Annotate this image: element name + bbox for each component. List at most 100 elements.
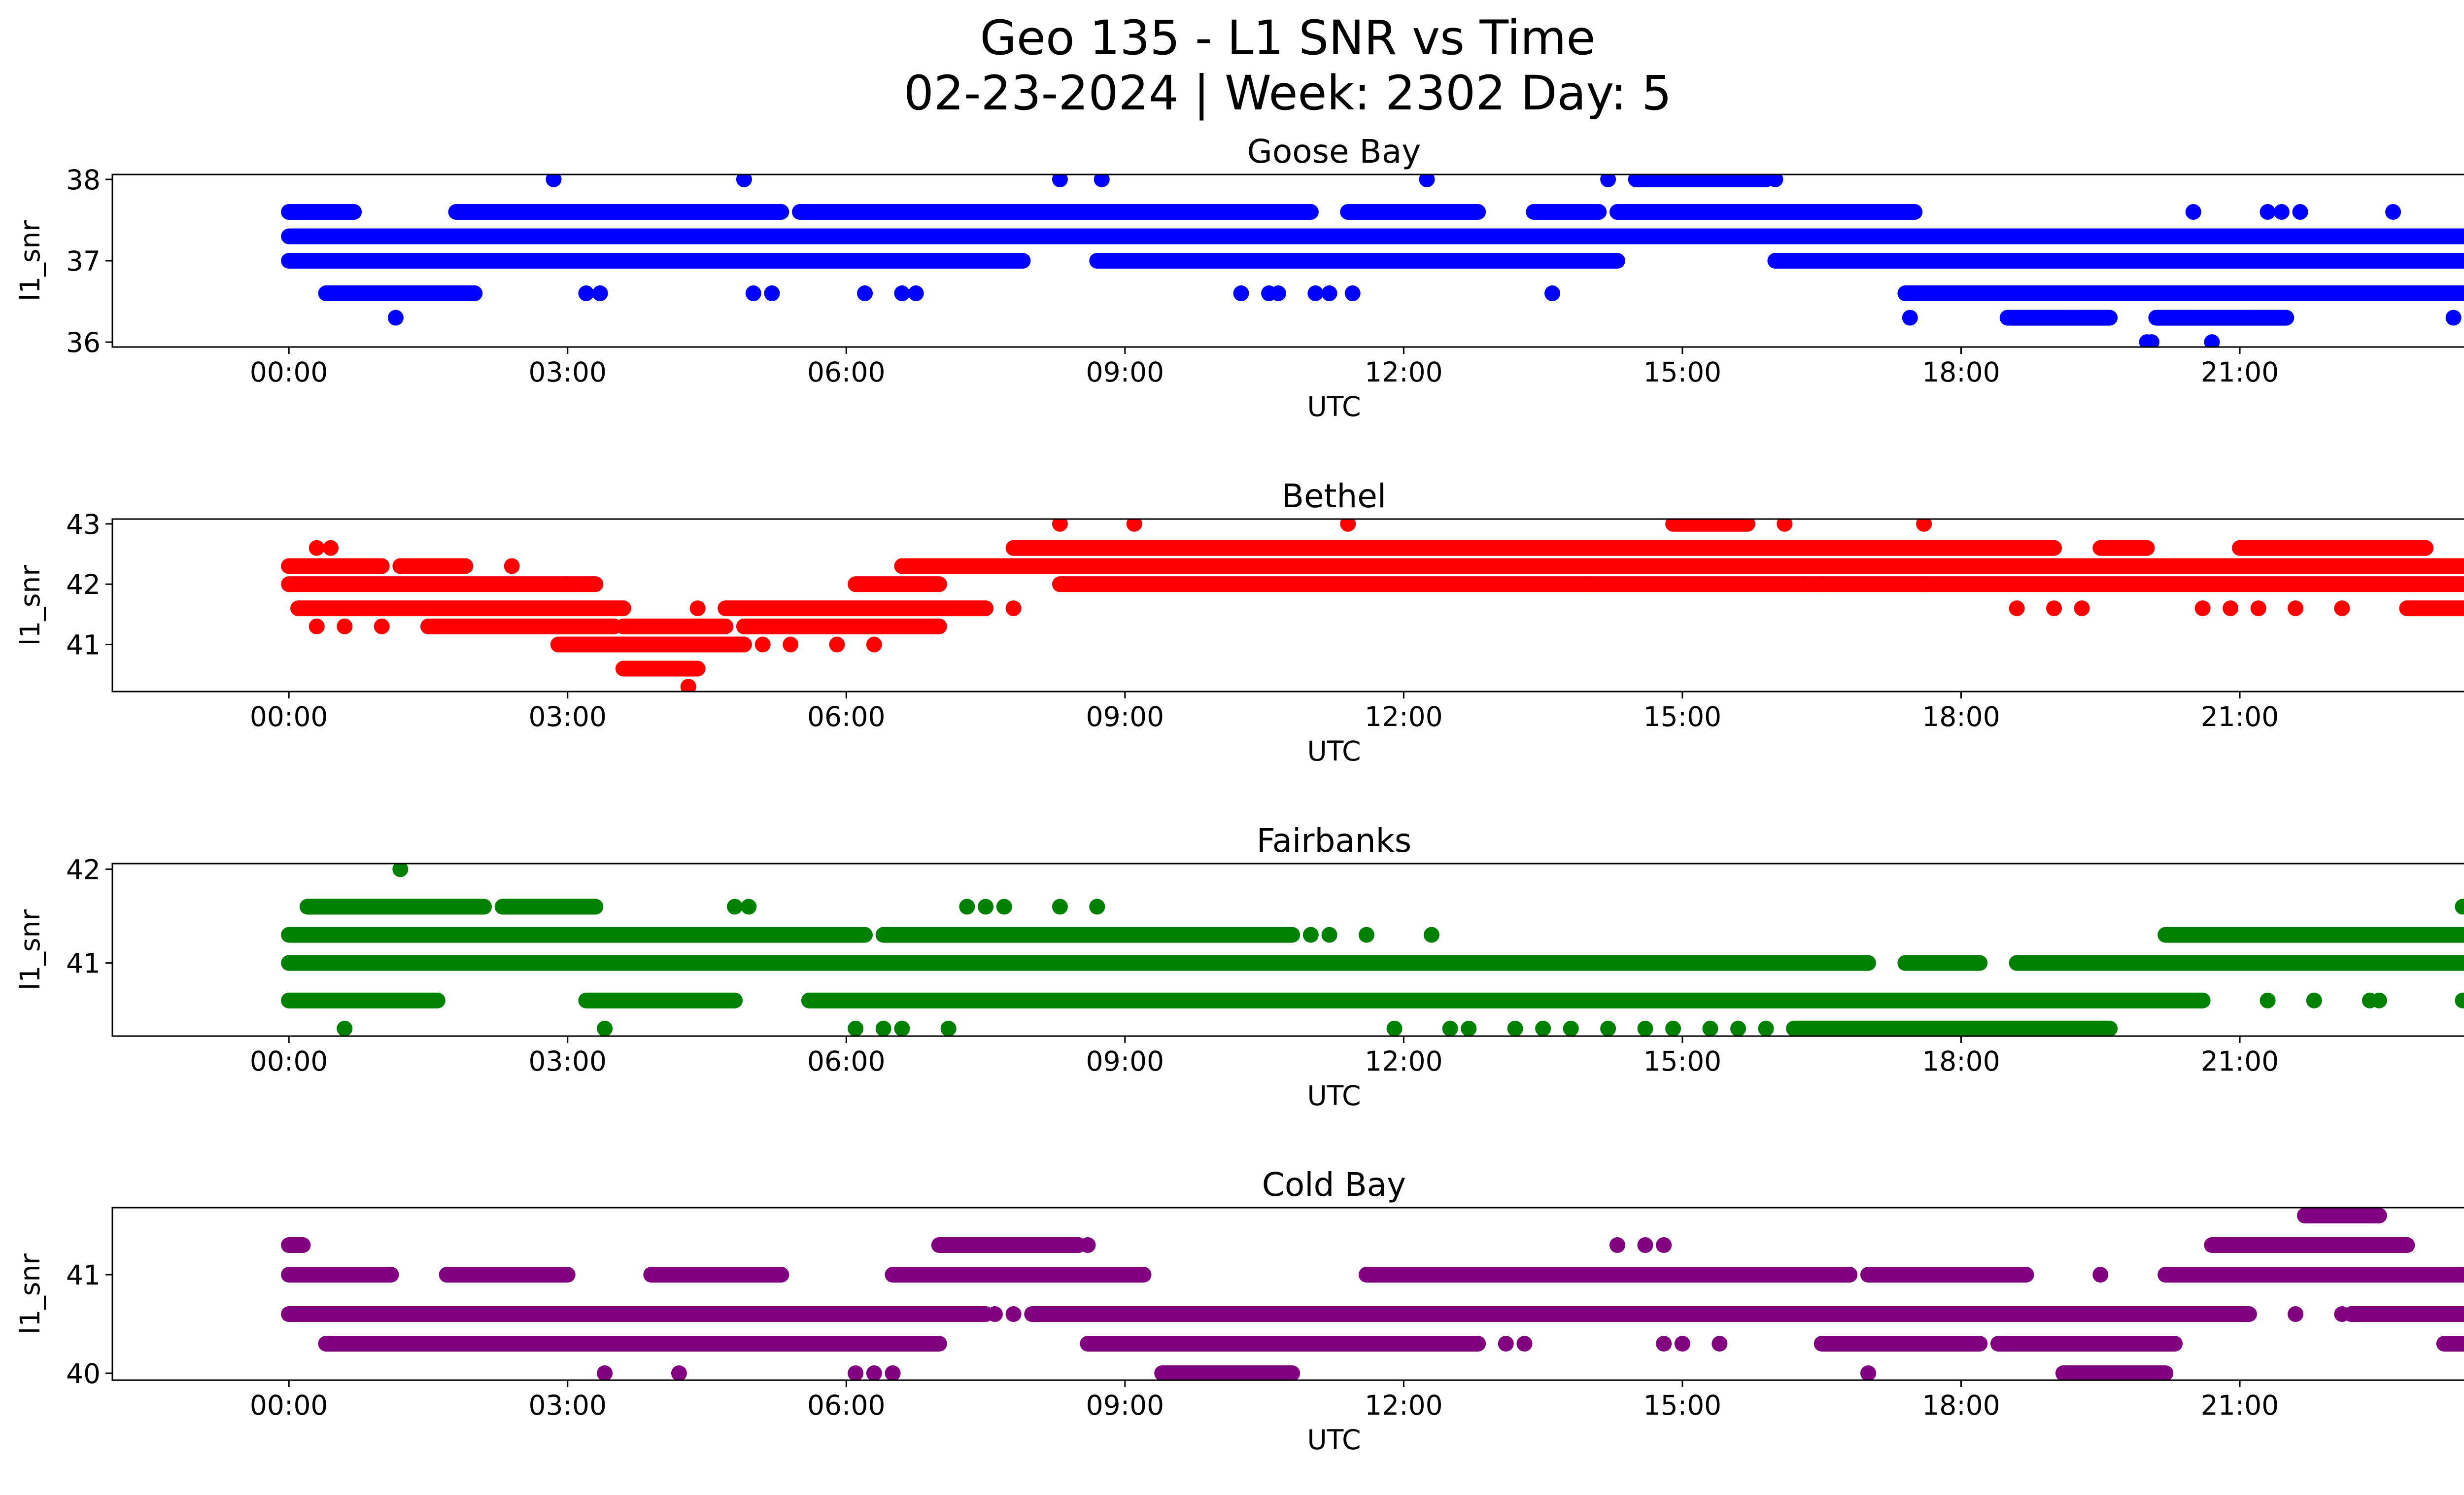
data-point bbox=[745, 285, 761, 302]
subplot-title: Cold Bay bbox=[1262, 1166, 1406, 1204]
data-point bbox=[783, 636, 799, 653]
y-tick-label: 41 bbox=[66, 1259, 101, 1291]
x-tick-label: 12:00 bbox=[1365, 1045, 1443, 1077]
x-axis-label: UTC bbox=[1307, 1424, 1361, 1456]
data-point bbox=[1461, 1020, 1477, 1036]
y-axis-label: l1_snr bbox=[14, 220, 46, 301]
data-point bbox=[1442, 1020, 1458, 1036]
x-tick-label: 15:00 bbox=[1643, 1045, 1722, 1077]
data-point bbox=[894, 1020, 910, 1036]
data-point bbox=[1080, 1237, 1096, 1253]
data-point bbox=[741, 899, 757, 915]
chart-title: Geo 135 - L1 SNR vs Time bbox=[980, 10, 1596, 66]
data-point bbox=[1358, 927, 1374, 943]
data-point bbox=[597, 1365, 613, 1380]
data-point bbox=[1423, 927, 1439, 943]
subplot-title: Goose Bay bbox=[1247, 133, 1421, 171]
data-points bbox=[281, 864, 2464, 1036]
data-point bbox=[940, 1020, 957, 1036]
data-point bbox=[848, 1365, 864, 1380]
data-point bbox=[1860, 1365, 1876, 1380]
subplot-2: Fairbanks 00:00 03:00 06:00 09:00 12:00 15:00 1… bbox=[14, 822, 2464, 1112]
y-tick-label: 41 bbox=[66, 948, 101, 979]
x-tick-label: 12:00 bbox=[1365, 1390, 1443, 1421]
data-point bbox=[1233, 285, 1249, 302]
x-axis-label: UTC bbox=[1307, 1080, 1361, 1112]
data-point bbox=[546, 174, 562, 187]
x-tick-label: 15:00 bbox=[1643, 701, 1722, 732]
data-point bbox=[1656, 1336, 1672, 1352]
data-point bbox=[2385, 204, 2401, 220]
y-tick-label: 36 bbox=[66, 327, 101, 358]
data-point bbox=[1005, 600, 1022, 617]
y-axis-label: l1_snr bbox=[14, 909, 46, 990]
data-point bbox=[392, 864, 409, 877]
x-axis-label: UTC bbox=[1307, 391, 1361, 422]
x-tick-label: 06:00 bbox=[807, 1390, 886, 1421]
axes-frame bbox=[111, 518, 2464, 693]
y-tick-label: 42 bbox=[66, 854, 101, 885]
data-points bbox=[281, 519, 2464, 692]
x-tick-label: 00:00 bbox=[250, 356, 328, 388]
y-tick-label: 41 bbox=[66, 629, 101, 661]
x-tick-label: 09:00 bbox=[1086, 701, 1164, 732]
data-point bbox=[1535, 1020, 1551, 1036]
data-point bbox=[1600, 174, 1616, 187]
data-point bbox=[2334, 600, 2350, 617]
data-point bbox=[2143, 334, 2159, 347]
data-point bbox=[1386, 1020, 1403, 1036]
subplot-title: Bethel bbox=[1282, 477, 1387, 515]
subplot-0: Goose Bay 00:00 03:00 06:00 09:00 12:00 15:00 1… bbox=[14, 133, 2464, 422]
data-point bbox=[308, 540, 325, 556]
data-point bbox=[2445, 310, 2462, 326]
axes-frame bbox=[111, 1207, 2464, 1381]
data-point bbox=[1052, 899, 1068, 915]
subplot-3: Cold Bay 00:00 03:00 06:00 09:00 12:00 15:00 18… bbox=[14, 1166, 2464, 1456]
data-point bbox=[1758, 1020, 1774, 1036]
data-point bbox=[987, 1306, 1003, 1322]
data-point bbox=[1767, 174, 1783, 187]
x-tick-label: 03:00 bbox=[528, 1390, 607, 1421]
data-points bbox=[281, 1208, 2464, 1380]
data-point bbox=[2371, 992, 2387, 1008]
x-tick-label: 12:00 bbox=[1365, 701, 1443, 732]
data-point bbox=[1052, 174, 1068, 187]
x-tick-label: 09:00 bbox=[1086, 1390, 1164, 1421]
data-point bbox=[2273, 204, 2290, 220]
data-point bbox=[908, 285, 924, 302]
y-tick-label: 42 bbox=[66, 569, 101, 600]
data-point bbox=[680, 679, 696, 692]
data-point bbox=[885, 1365, 901, 1380]
data-point bbox=[323, 540, 339, 556]
data-point bbox=[592, 285, 608, 302]
data-point bbox=[1302, 927, 1319, 943]
data-point bbox=[1419, 174, 1435, 187]
data-point bbox=[1656, 1237, 1672, 1253]
data-point bbox=[1795, 576, 1812, 592]
data-point bbox=[856, 285, 873, 302]
x-tick-label: 12:00 bbox=[1365, 356, 1443, 388]
data-point bbox=[1321, 285, 1337, 302]
data-point bbox=[1814, 576, 1830, 592]
data-point bbox=[2259, 992, 2276, 1008]
x-tick-label: 21:00 bbox=[2201, 1045, 2279, 1077]
data-point bbox=[2250, 600, 2266, 617]
data-point bbox=[978, 899, 994, 915]
data-point bbox=[2306, 992, 2322, 1008]
data-point bbox=[1340, 519, 1356, 532]
x-tick-label: 00:00 bbox=[250, 701, 328, 732]
data-point bbox=[1711, 1336, 1728, 1352]
x-tick-label: 06:00 bbox=[807, 1045, 886, 1077]
data-points bbox=[281, 174, 2464, 347]
data-point bbox=[727, 899, 743, 915]
data-point bbox=[2288, 1306, 2304, 1322]
x-tick-label: 15:00 bbox=[1643, 356, 1722, 388]
x-tick-label: 15:00 bbox=[1643, 1390, 1722, 1421]
data-point bbox=[1094, 174, 1110, 187]
data-point bbox=[1609, 1237, 1625, 1253]
data-point bbox=[1637, 1020, 1653, 1036]
subplot-1: Bethel 00:00 03:00 06:00 09:00 12:00 15:00 18:0… bbox=[14, 477, 2464, 767]
x-tick-label: 21:00 bbox=[2201, 356, 2279, 388]
y-tick-label: 38 bbox=[66, 164, 101, 196]
data-point bbox=[959, 899, 975, 915]
